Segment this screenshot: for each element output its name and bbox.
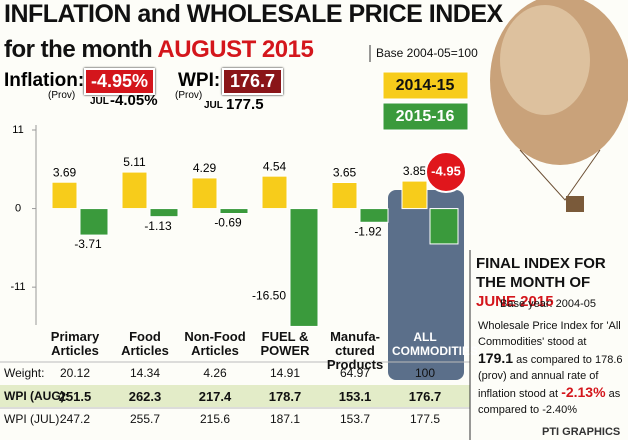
- panel-heading-month: JUNE 2015: [476, 293, 554, 310]
- table-cell: 64.97: [339, 366, 371, 380]
- x-tick-label: FUEL & POWER: [260, 329, 310, 358]
- table-cell: 215.6: [199, 412, 231, 426]
- bar: [219, 208, 249, 214]
- bar: [429, 208, 459, 245]
- table-cell: 247.2: [59, 412, 91, 426]
- table-cell: 14.34: [129, 366, 161, 380]
- row-label: Weight:: [4, 366, 45, 380]
- bar: [261, 175, 288, 210]
- panel-text-part: as compared to 178.6 (prov) and annual r…: [478, 354, 623, 400]
- x-tick-label: Manufa-ctured Products: [326, 329, 384, 372]
- row-label: WPI (JUL):: [4, 412, 63, 426]
- bar: [331, 182, 358, 210]
- table-cell: 14.91: [269, 366, 301, 380]
- x-tick-label: Primary Articles: [50, 329, 100, 358]
- inflation-prov: (Prov): [48, 90, 76, 101]
- table-cell: 177.5: [409, 412, 441, 426]
- bar: [79, 208, 109, 236]
- value-label: 5.11: [123, 155, 146, 169]
- legend-swatch: [382, 102, 469, 131]
- balloon-ropes: [519, 149, 601, 201]
- table-cell: 178.7: [268, 389, 302, 404]
- bar: [359, 208, 389, 223]
- table-cell: 4.26: [203, 366, 227, 380]
- wpi-prov: (Prov): [175, 90, 203, 101]
- panel-text: Wholesale Price Index for 'All Commoditi…: [478, 318, 624, 418]
- value-label: -3.71: [74, 237, 102, 251]
- legend-label: 2015-16: [396, 108, 455, 125]
- value-label: -0.69: [214, 216, 242, 230]
- table-cell: 153.7: [339, 412, 371, 426]
- credit: PTI GRAPHICS: [542, 426, 621, 438]
- value-label: 3.85: [403, 164, 427, 178]
- bar: [289, 208, 319, 327]
- panel-value: 179.1: [478, 350, 514, 366]
- value-label: -1.92: [354, 224, 382, 238]
- y-tick-label: -11: [10, 281, 25, 293]
- bar: [191, 177, 218, 210]
- value-label: -4.95: [431, 163, 461, 178]
- legend-swatch: [382, 71, 469, 100]
- table-cell: 153.1: [338, 389, 372, 404]
- panel-heading: FINAL INDEX FOR THE MONTH OF JUNE 2015: [476, 254, 626, 311]
- y-tick-label: 11: [12, 124, 23, 136]
- table-cell: 20.12: [59, 366, 91, 380]
- label-bubble: [425, 151, 467, 193]
- inflation-value: -4.95%: [84, 68, 156, 95]
- value-label: 4.29: [193, 161, 217, 175]
- table-cell: 262.3: [128, 389, 162, 404]
- value-label: 4.54: [263, 159, 287, 173]
- panel-base: Base year: 2004-05: [500, 298, 597, 310]
- wpi-jul-value: 177.5: [226, 96, 264, 113]
- subtitle-lead: for the month: [4, 36, 153, 63]
- table-cell: 176.7: [408, 389, 442, 404]
- table-cell: 255.7: [129, 412, 161, 426]
- table-cell: 187.1: [269, 412, 301, 426]
- base-note: Base 2004-05=100: [376, 46, 478, 60]
- x-tick-label: Non-Food Articles: [184, 329, 246, 358]
- bar: [401, 180, 428, 210]
- value-label: 3.65: [333, 166, 357, 180]
- balloon-basket: [566, 196, 584, 212]
- y-tick-label: 0: [15, 202, 21, 214]
- bar: [121, 171, 148, 210]
- value-label: -1.13: [144, 219, 172, 233]
- bar: [149, 208, 179, 218]
- panel-heading-text: FINAL INDEX FOR THE MONTH OF: [476, 255, 606, 291]
- title: INFLATION and WHOLESALE PRICE INDEX: [4, 0, 503, 28]
- wpi-jul-label: JUL: [204, 100, 223, 111]
- panel-value: -2.13%: [561, 384, 606, 400]
- x-tick-label: ALL COMMODITIES: [392, 330, 478, 358]
- value-label: 3.69: [53, 165, 77, 179]
- panel-text-part: as compared to -2.40%: [478, 388, 621, 416]
- balloon-highlight: [500, 5, 590, 115]
- legend-label: 2014-15: [396, 77, 455, 94]
- x-tick-label: Food Articles: [121, 329, 169, 358]
- inflation-jul-value: -4.05%: [110, 92, 158, 109]
- value-label: -16.50: [252, 289, 286, 303]
- row-highlight: [0, 385, 470, 407]
- wpi-value: 176.7: [222, 68, 284, 95]
- table-cell: 251.5: [58, 389, 92, 404]
- bar: [51, 181, 78, 210]
- table-cell: 100: [414, 366, 436, 380]
- panel-text-part: Wholesale Price Index for 'All Commoditi…: [478, 320, 621, 348]
- subtitle: for the month AUGUST 2015: [4, 36, 314, 64]
- wpi-label: WPI:: [178, 70, 221, 91]
- inflation-label: Inflation:: [4, 70, 85, 91]
- subtitle-month: AUGUST 2015: [157, 36, 314, 63]
- inflation-jul-label: JUL: [90, 96, 109, 107]
- row-label: WPI (AUG):: [4, 389, 69, 403]
- table-cell: 217.4: [198, 389, 232, 404]
